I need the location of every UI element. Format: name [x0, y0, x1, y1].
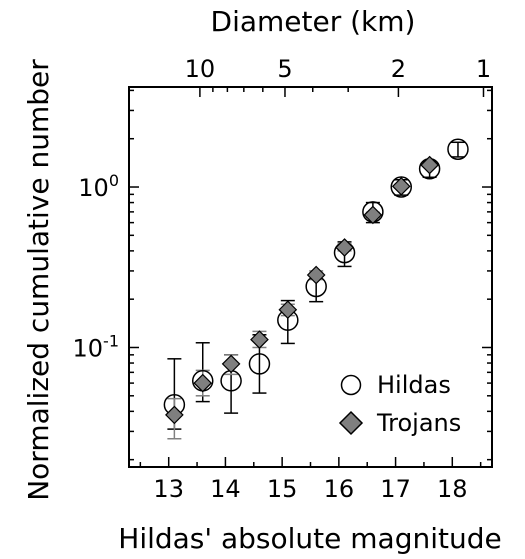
hildas-point: [447, 138, 469, 160]
x-axis-title: Hildas' absolute magnitude: [118, 522, 501, 555]
legend-marker-trojans: [338, 410, 364, 436]
trojans-point: [278, 300, 298, 320]
x-axis-ticks: 13 14 15 16 17 18: [139, 457, 482, 503]
x-tick-label: 15: [267, 475, 298, 503]
plot-frame: [128, 86, 493, 468]
top-axis-ticks: 10 5 2 1: [185, 55, 491, 97]
top-tick-label: 1: [476, 55, 491, 83]
trojans-point: [250, 330, 269, 349]
series-trojans-points: [165, 155, 439, 425]
trojans-point: [306, 265, 326, 285]
trojans-point: [165, 405, 184, 425]
y-axis-ticks: 100 10-1: [73, 89, 492, 461]
x-tick-label: 14: [210, 475, 241, 503]
legend: Hildas Trojans: [338, 371, 461, 437]
top-axis-title: Diameter (km): [211, 5, 416, 38]
y-axis-title: Normalized cumulative number: [22, 59, 55, 501]
x-tick-label: 16: [324, 475, 355, 503]
top-tick-label: 2: [391, 55, 406, 83]
x-tick-label: 17: [380, 475, 411, 503]
trojans-point: [193, 373, 213, 393]
legend-label-hildas: Hildas: [377, 371, 451, 399]
plot-series: [163, 138, 469, 440]
trojans-point: [420, 155, 439, 175]
y-tick-label: 10-1: [73, 331, 120, 362]
top-tick-label: 10: [185, 55, 216, 83]
trojans-point: [335, 238, 354, 257]
trojans-point: [363, 205, 383, 225]
legend-marker-hildas: [340, 374, 362, 396]
trojans-point: [391, 176, 411, 196]
trojans-point: [221, 354, 241, 374]
legend-label-trojans: Trojans: [376, 409, 461, 437]
hildas-point: [248, 353, 271, 375]
y-tick-label: 100: [78, 171, 119, 202]
x-tick-label: 13: [153, 475, 184, 503]
top-tick-label: 5: [277, 55, 292, 83]
x-tick-label: 18: [437, 475, 468, 503]
